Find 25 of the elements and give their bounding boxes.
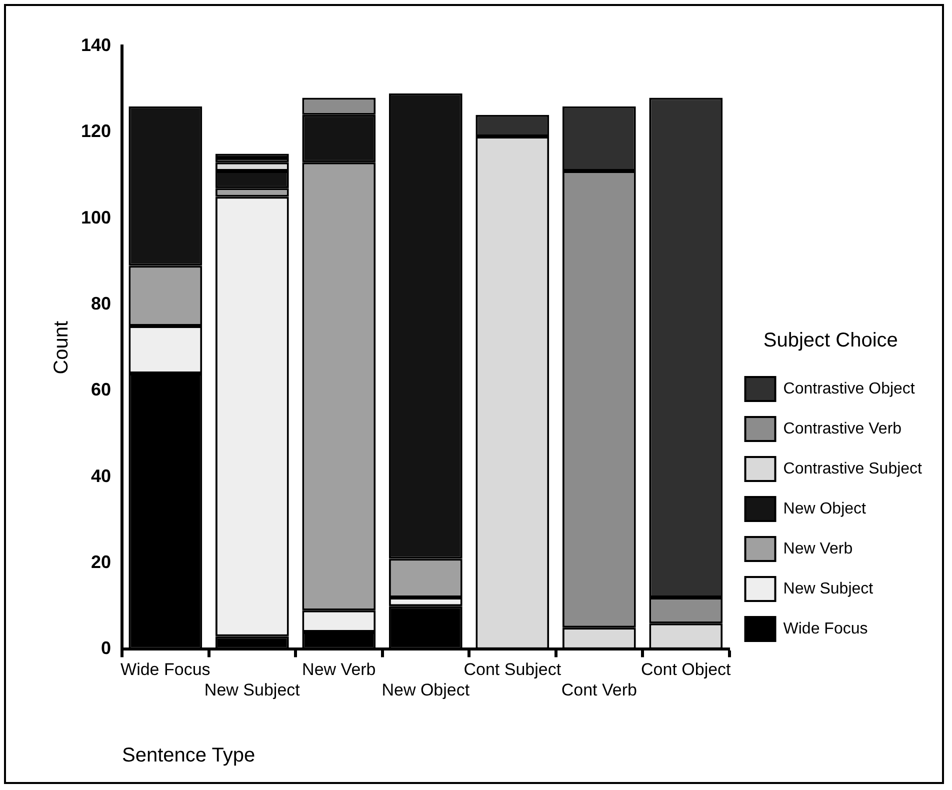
legend-label: New Verb: [783, 540, 853, 558]
y-tick-label: 40: [91, 466, 112, 486]
y-axis-title: Count: [50, 320, 73, 374]
x-tick-label: New Verb: [302, 660, 376, 680]
x-axis-title: Sentence Type: [122, 744, 256, 767]
y-tick-label: 120: [80, 121, 112, 142]
x-tick-label: New Subject: [204, 680, 300, 700]
y-tick-label: 80: [91, 293, 112, 314]
x-tick-label: Cont Subject: [464, 660, 562, 680]
y-tick-label: 20: [91, 552, 112, 572]
y-tick-label: 60: [91, 380, 112, 400]
legend-label: Wide Focus: [783, 620, 868, 638]
x-tick-label: New Object: [382, 680, 470, 700]
y-tick-label: 140: [80, 34, 112, 55]
y-tick-label: 0: [101, 638, 112, 658]
x-tick-label: Cont Object: [641, 660, 732, 680]
legend-label: Contrastive Object: [783, 380, 916, 398]
x-tick-label: Cont Verb: [561, 680, 637, 700]
y-tick-label: 100: [80, 207, 112, 228]
legend-title: Subject Choice: [763, 330, 898, 352]
legend-label: New Object: [783, 500, 867, 518]
legend-label: Contrastive Verb: [783, 420, 902, 438]
legend-label: Contrastive Subject: [783, 460, 923, 478]
x-tick-label: Wide Focus: [120, 660, 210, 680]
legend-label: New Subject: [783, 580, 874, 598]
